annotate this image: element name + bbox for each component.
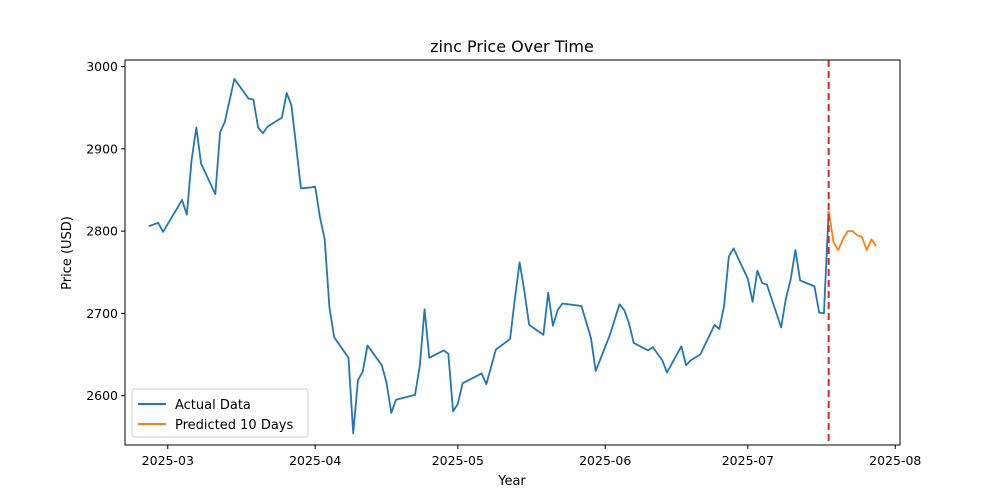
chart-title: zinc Price Over Time xyxy=(430,37,594,56)
y-axis: 2600 2700 2800 2900 3000 xyxy=(86,59,125,403)
legend-label-predicted: Predicted 10 Days xyxy=(175,418,294,433)
y-tick-label: 2600 xyxy=(86,388,118,403)
x-axis: 2025-03 2025-04 2025-05 2025-06 2025-07 2025-… xyxy=(142,445,921,468)
legend-box xyxy=(131,388,309,438)
x-axis-label: Year xyxy=(497,474,526,489)
y-axis-label: Price (USD) xyxy=(60,216,75,290)
plot-frame xyxy=(124,59,901,446)
x-tick-label: 2025-05 xyxy=(432,453,484,468)
series-line-predicted xyxy=(827,210,877,251)
series-line-actual xyxy=(148,78,830,435)
y-tick-label: 3000 xyxy=(86,59,118,74)
legend: Actual Data Predicted 10 Days xyxy=(131,388,309,438)
y-tick-label: 2900 xyxy=(86,141,118,156)
x-tick-label: 2025-04 xyxy=(289,453,341,468)
y-tick-label: 2800 xyxy=(86,224,118,239)
x-tick-label: 2025-03 xyxy=(142,453,194,468)
x-tick-label: 2025-08 xyxy=(869,453,921,468)
y-tick-label: 2700 xyxy=(86,306,118,321)
plot-marks xyxy=(148,60,877,445)
x-tick-label: 2025-06 xyxy=(579,453,631,468)
legend-label-actual: Actual Data xyxy=(175,398,251,413)
x-tick-label: 2025-07 xyxy=(722,453,774,468)
